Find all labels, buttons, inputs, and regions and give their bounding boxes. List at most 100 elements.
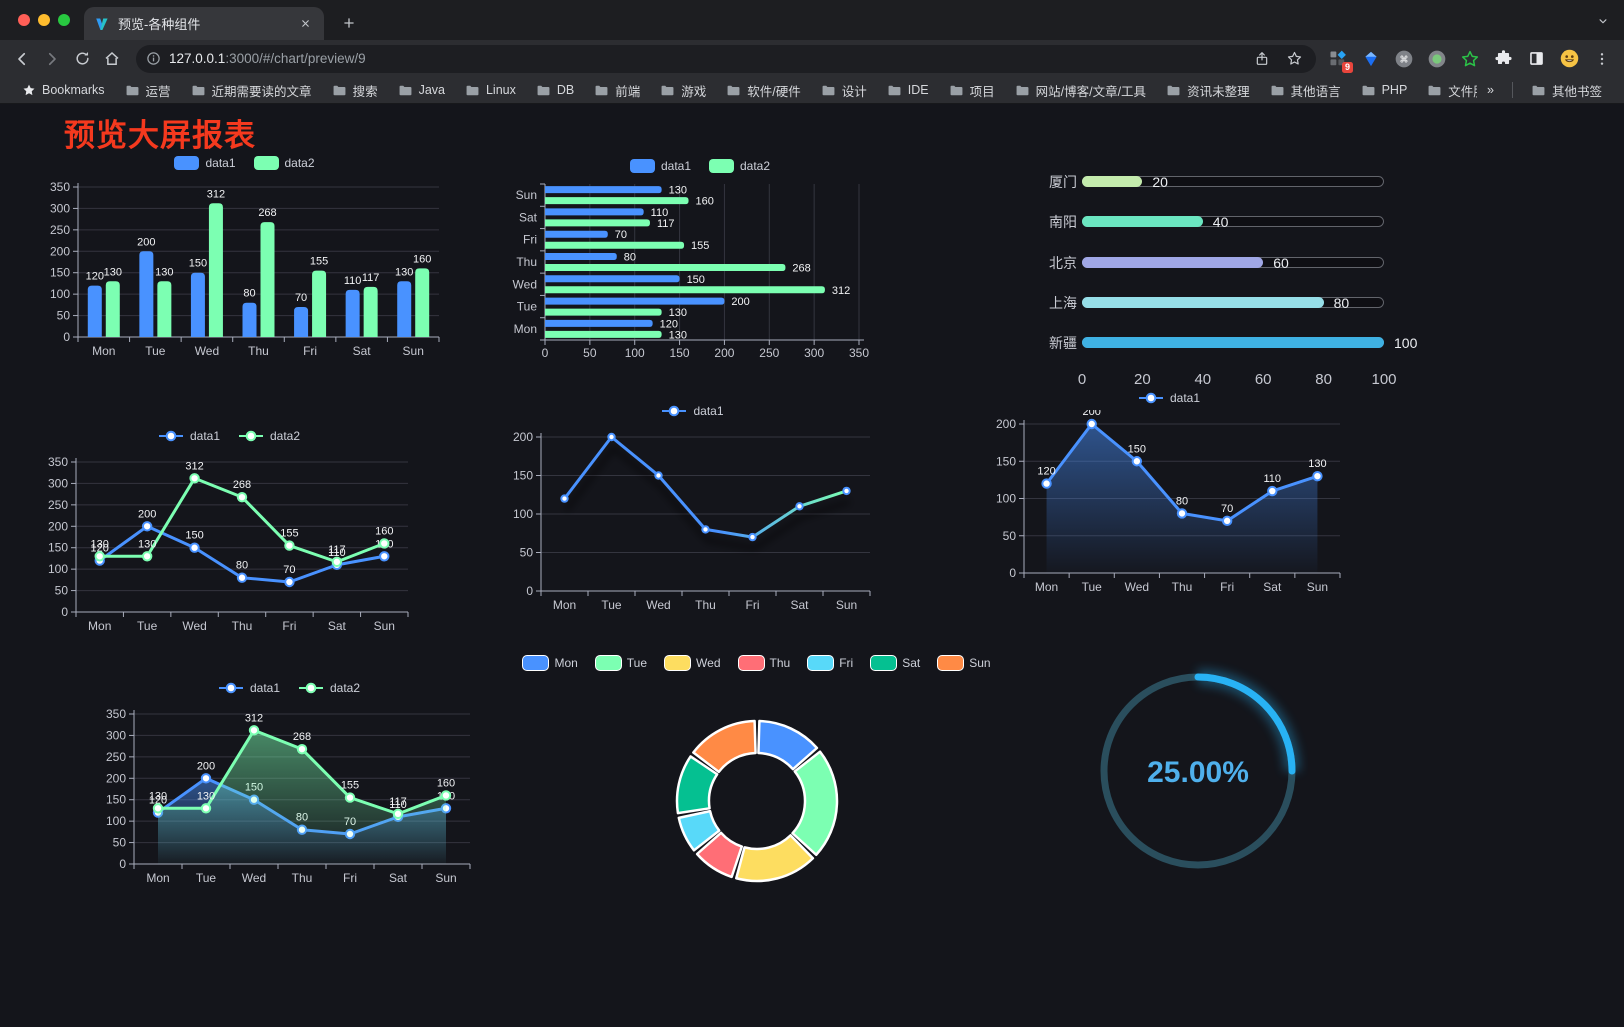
donut-slice-Tue[interactable] bbox=[791, 750, 839, 857]
bar[interactable] bbox=[105, 281, 120, 337]
legend-item-Fri[interactable]: Fri bbox=[808, 656, 853, 670]
legend-item-data1[interactable]: data1 bbox=[158, 429, 220, 443]
chevron-down-icon[interactable] bbox=[1592, 10, 1614, 32]
data-point[interactable] bbox=[379, 551, 390, 562]
bar[interactable] bbox=[345, 289, 360, 337]
data-point[interactable] bbox=[284, 540, 295, 551]
legend-item-data1[interactable]: data1 bbox=[174, 156, 236, 170]
bookmark-folder[interactable]: DB bbox=[526, 79, 584, 101]
extension-proxy-icon[interactable] bbox=[1425, 47, 1449, 71]
close-window-button[interactable] bbox=[18, 14, 30, 26]
data-point[interactable] bbox=[94, 551, 105, 562]
donut-slice-Thu[interactable] bbox=[695, 831, 744, 879]
bookmark-folder[interactable]: 前端 bbox=[584, 79, 650, 101]
bookmark-folder[interactable]: Java bbox=[388, 79, 455, 101]
data-point[interactable] bbox=[795, 502, 804, 511]
tab-close-icon[interactable] bbox=[296, 15, 314, 33]
bar[interactable] bbox=[87, 285, 102, 337]
data-point[interactable] bbox=[1131, 456, 1143, 467]
data-point[interactable] bbox=[701, 525, 710, 534]
bookmark-folder[interactable]: Linux bbox=[455, 79, 526, 101]
bar[interactable] bbox=[545, 330, 662, 338]
data-point[interactable] bbox=[152, 803, 164, 814]
gauge-canvas[interactable]: 25.00% bbox=[1088, 661, 1308, 881]
bar[interactable] bbox=[157, 281, 172, 337]
zoom-window-button[interactable] bbox=[58, 14, 70, 26]
bookmark-folder[interactable]: 项目 bbox=[939, 79, 1005, 101]
bookmark-folder[interactable]: PHP bbox=[1351, 79, 1418, 101]
bookmarks-overflow-button[interactable]: » bbox=[1487, 83, 1494, 97]
donut-slice-Wed[interactable] bbox=[735, 834, 815, 883]
data-point[interactable] bbox=[1176, 508, 1188, 519]
data-point[interactable] bbox=[1041, 478, 1052, 489]
data-point[interactable] bbox=[236, 572, 248, 583]
home-button[interactable] bbox=[98, 45, 126, 73]
bar[interactable] bbox=[545, 308, 662, 316]
data-point[interactable] bbox=[654, 471, 663, 480]
other-bookmarks-folder[interactable]: 其他书签 bbox=[1521, 79, 1612, 101]
extension-gem-icon[interactable] bbox=[1359, 47, 1383, 71]
forward-button[interactable] bbox=[38, 45, 66, 73]
data-point[interactable] bbox=[607, 432, 616, 442]
new-tab-button[interactable] bbox=[336, 10, 362, 36]
data-point[interactable] bbox=[200, 773, 212, 784]
reading-list-icon[interactable] bbox=[1524, 47, 1548, 71]
bookmark-folder[interactable]: 近期需要读的文章 bbox=[181, 79, 322, 101]
line-chart-canvas[interactable]: 0 50 100 150 200 250 300 350 Mon Tue Wed Thu Fri Sat S… bbox=[98, 700, 480, 890]
bar[interactable] bbox=[139, 251, 154, 337]
back-button[interactable] bbox=[8, 45, 36, 73]
bookmark-folder[interactable]: IDE bbox=[877, 79, 939, 101]
bookmark-folder[interactable]: 文件服务器 bbox=[1417, 79, 1477, 101]
reload-button[interactable] bbox=[68, 45, 96, 73]
extension-star-icon[interactable] bbox=[1458, 47, 1482, 71]
line-chart-canvas[interactable]: 0 50 100 150 200 Mon Tue Wed Thu Fri Sat Sun bbox=[505, 423, 880, 617]
bar[interactable] bbox=[294, 307, 309, 337]
share-button[interactable] bbox=[1250, 47, 1274, 71]
bar-chart-canvas[interactable]: 0 50 100 150 200 250 300 350 Mon Tue Wed Thu Fri Sat S… bbox=[42, 175, 447, 363]
hbar-chart-canvas[interactable]: 0 50 100 150 200 250 300 350 Mon Tue Wed Thu Fri Sat S… bbox=[505, 178, 895, 366]
legend-item-data1[interactable]: data1 bbox=[1138, 391, 1200, 405]
bar[interactable] bbox=[312, 270, 327, 337]
legend-item-Tue[interactable]: Tue bbox=[595, 656, 647, 670]
legend-item-Sat[interactable]: Sat bbox=[871, 656, 920, 670]
data-point[interactable] bbox=[331, 556, 343, 568]
data-point[interactable] bbox=[189, 473, 200, 484]
donut-slice-Sun[interactable] bbox=[692, 719, 757, 774]
donut-chart-canvas[interactable] bbox=[572, 675, 942, 890]
bar[interactable] bbox=[397, 281, 412, 337]
bar[interactable] bbox=[545, 208, 644, 216]
browser-tab[interactable]: 预览-各种组件 bbox=[84, 7, 324, 40]
bar[interactable] bbox=[545, 219, 650, 227]
bar[interactable] bbox=[545, 264, 786, 271]
bar[interactable] bbox=[545, 297, 725, 305]
data-point[interactable] bbox=[248, 725, 260, 736]
data-point[interactable] bbox=[1267, 485, 1278, 497]
bookmark-folder[interactable]: 软件/硬件 bbox=[716, 79, 810, 101]
legend-item-Sun[interactable]: Sun bbox=[938, 656, 991, 670]
legend-item-data2[interactable]: data2 bbox=[709, 159, 770, 173]
address-bar[interactable]: 127.0.0.1:3000/#/chart/preview/9 bbox=[136, 44, 1316, 73]
data-point[interactable] bbox=[141, 551, 153, 562]
data-point[interactable] bbox=[440, 790, 452, 801]
donut-slice-Fri[interactable] bbox=[677, 809, 721, 852]
data-point[interactable] bbox=[141, 521, 153, 532]
data-point[interactable] bbox=[379, 538, 390, 549]
data-point[interactable] bbox=[1312, 470, 1323, 482]
legend-item-data2[interactable]: data2 bbox=[238, 429, 300, 443]
data-point[interactable] bbox=[296, 743, 308, 755]
bar[interactable] bbox=[545, 275, 680, 283]
bar[interactable] bbox=[190, 272, 205, 337]
data-point[interactable] bbox=[1086, 418, 1097, 430]
data-point[interactable] bbox=[842, 486, 851, 496]
bar[interactable] bbox=[545, 286, 825, 294]
donut-slice-Sat[interactable] bbox=[675, 755, 719, 815]
legend-item-Wed[interactable]: Wed bbox=[665, 656, 721, 670]
bar[interactable] bbox=[545, 197, 689, 205]
legend-item-Mon[interactable]: Mon bbox=[523, 656, 578, 670]
bookmark-folder[interactable]: 搜索 bbox=[322, 79, 388, 101]
bookmark-folder[interactable]: 其他语言 bbox=[1260, 79, 1351, 101]
bar[interactable] bbox=[545, 319, 653, 327]
bar[interactable] bbox=[242, 302, 257, 337]
data-point[interactable] bbox=[1221, 515, 1233, 527]
bar[interactable] bbox=[545, 230, 608, 238]
